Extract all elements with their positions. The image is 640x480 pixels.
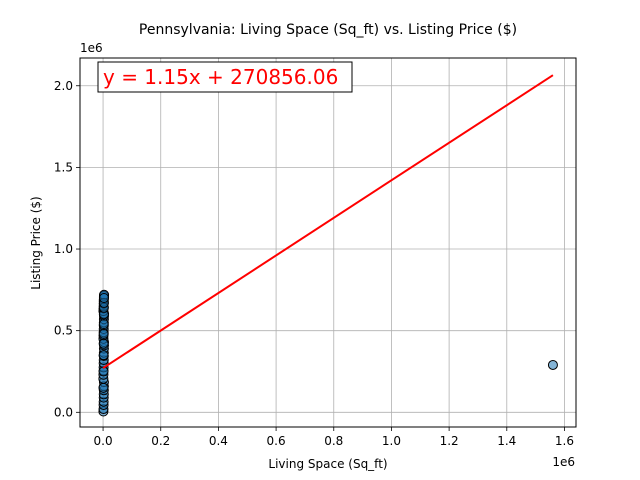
y-tick-label: 1.0	[54, 242, 73, 256]
y-offset-label: 1e6	[80, 41, 103, 55]
x-tick-label: 0.0	[94, 434, 113, 448]
plot-frame	[79, 57, 577, 428]
y-tick-label: 0.0	[54, 405, 73, 419]
tick-marks	[76, 85, 565, 431]
grid	[80, 58, 576, 427]
x-axis-label: Living Space (Sq_ft)	[268, 457, 387, 471]
x-tick-label: 0.8	[324, 434, 343, 448]
data-point	[98, 350, 109, 361]
data-point	[98, 382, 109, 393]
chart-title: Pennsylvania: Living Space (Sq_ft) vs. L…	[139, 22, 517, 38]
y-tick-labels: 0.0 0.5 1.0 1.5 2.0	[54, 79, 73, 420]
y-tick-label: 2.0	[54, 79, 73, 93]
y-axis-label: Listing Price ($)	[29, 196, 43, 289]
x-tick-label: 1.6	[555, 434, 574, 448]
x-tick-labels: 0.0 0.2 0.4 0.6 0.8 1.0 1.2 1.4 1.6	[94, 434, 574, 448]
equation-box	[97, 61, 353, 93]
scatter-points	[98, 289, 558, 417]
x-tick-label: 1.4	[497, 434, 516, 448]
y-tick-label: 0.5	[54, 324, 73, 338]
x-tick-label: 1.0	[382, 434, 401, 448]
x-tick-label: 1.2	[440, 434, 459, 448]
data-point	[547, 359, 558, 370]
data-point	[98, 338, 109, 349]
x-tick-label: 0.2	[151, 434, 170, 448]
data-point	[99, 293, 110, 304]
x-tick-label: 0.4	[209, 434, 228, 448]
equation-text: y = 1.15x + 270856.06	[103, 65, 338, 89]
x-offset-label: 1e6	[552, 455, 575, 469]
x-tick-label: 0.6	[267, 434, 286, 448]
y-tick-label: 1.5	[54, 160, 73, 174]
data-point	[98, 328, 109, 339]
data-point	[98, 319, 109, 330]
regression-layer	[102, 74, 554, 369]
equation-annotation: y = 1.15x + 270856.06	[97, 61, 353, 93]
regression-line	[102, 74, 554, 369]
